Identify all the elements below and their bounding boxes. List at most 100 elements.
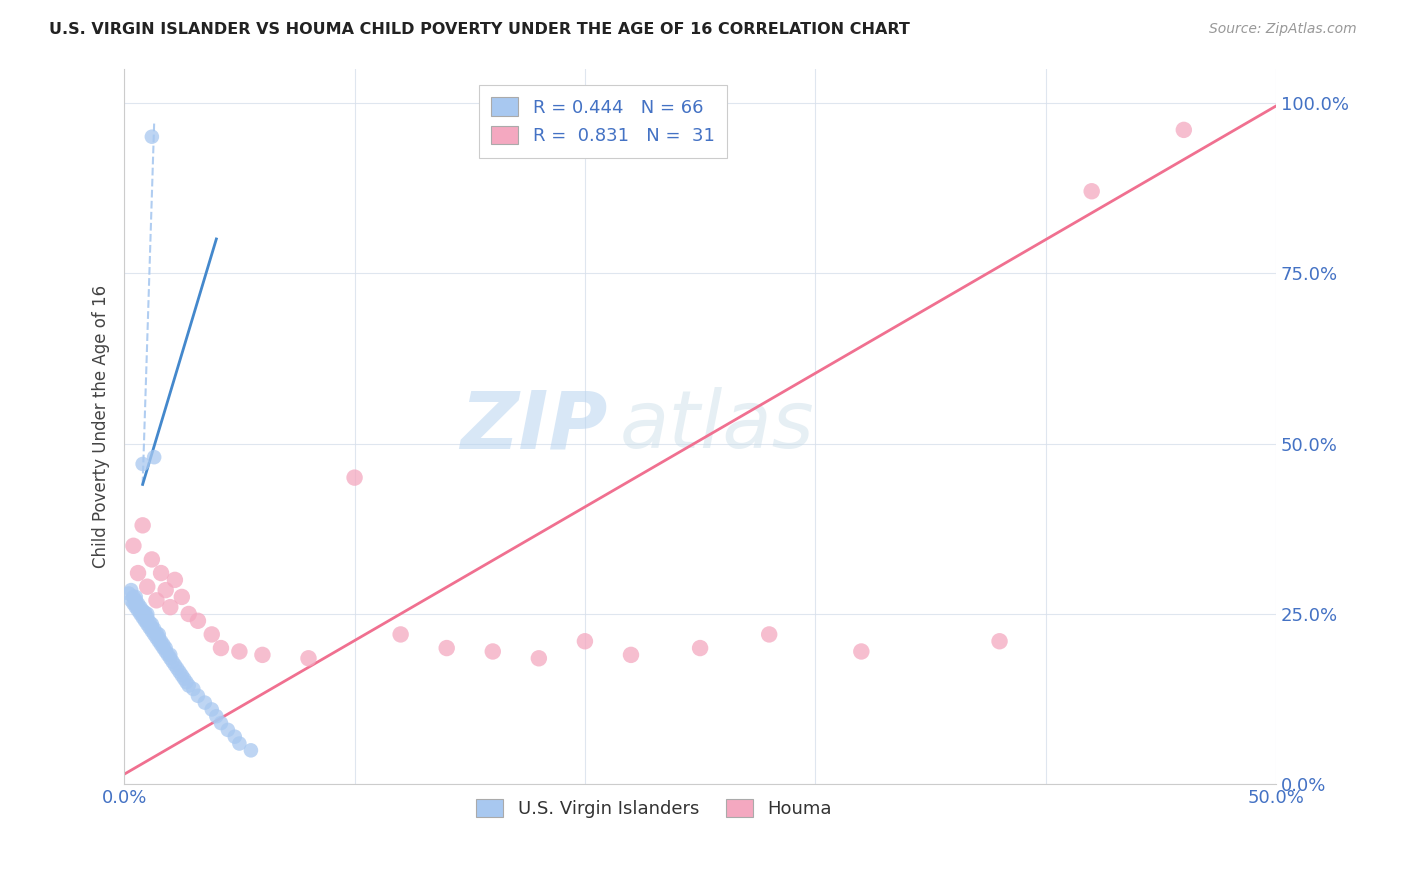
- Point: [205, 709, 228, 723]
- Point: [173, 672, 195, 686]
- Point: [120, 593, 142, 607]
- Text: ZIP: ZIP: [461, 387, 607, 466]
- Point: [217, 723, 239, 737]
- Y-axis label: Child Poverty Under the Age of 16: Child Poverty Under the Age of 16: [93, 285, 110, 568]
- Point: [136, 580, 159, 594]
- Point: [148, 631, 170, 645]
- Point: [177, 679, 200, 693]
- Point: [169, 665, 191, 679]
- Point: [141, 617, 163, 632]
- Point: [150, 634, 173, 648]
- Point: [141, 621, 163, 635]
- Point: [187, 614, 209, 628]
- Point: [131, 518, 153, 533]
- Point: [389, 627, 412, 641]
- Point: [145, 631, 167, 645]
- Point: [620, 648, 643, 662]
- Point: [187, 689, 209, 703]
- Point: [127, 597, 149, 611]
- Point: [136, 614, 159, 628]
- Point: [145, 626, 167, 640]
- Point: [209, 716, 232, 731]
- Text: atlas: atlas: [620, 387, 814, 466]
- Point: [163, 658, 186, 673]
- Point: [143, 450, 166, 465]
- Point: [136, 607, 159, 621]
- Point: [228, 737, 250, 751]
- Point: [574, 634, 596, 648]
- Point: [150, 638, 173, 652]
- Point: [122, 590, 145, 604]
- Point: [131, 610, 153, 624]
- Point: [127, 566, 149, 580]
- Point: [138, 615, 160, 629]
- Point: [134, 606, 156, 620]
- Point: [1173, 123, 1195, 137]
- Point: [143, 622, 166, 636]
- Point: [155, 644, 177, 658]
- Point: [758, 627, 780, 641]
- Point: [224, 730, 246, 744]
- Text: Source: ZipAtlas.com: Source: ZipAtlas.com: [1209, 22, 1357, 37]
- Point: [159, 651, 181, 665]
- Point: [527, 651, 550, 665]
- Point: [1080, 184, 1102, 198]
- Point: [150, 566, 173, 580]
- Point: [141, 129, 163, 144]
- Point: [143, 627, 166, 641]
- Point: [170, 668, 193, 682]
- Point: [129, 607, 152, 621]
- Text: U.S. VIRGIN ISLANDER VS HOUMA CHILD POVERTY UNDER THE AGE OF 16 CORRELATION CHAR: U.S. VIRGIN ISLANDER VS HOUMA CHILD POVE…: [49, 22, 910, 37]
- Point: [166, 661, 188, 675]
- Point: [689, 641, 711, 656]
- Point: [194, 696, 217, 710]
- Point: [152, 641, 174, 656]
- Point: [141, 624, 163, 638]
- Point: [129, 603, 152, 617]
- Point: [127, 603, 149, 617]
- Point: [122, 597, 145, 611]
- Point: [152, 638, 174, 652]
- Point: [201, 627, 224, 641]
- Point: [136, 610, 159, 624]
- Point: [134, 614, 156, 628]
- Point: [181, 681, 204, 696]
- Point: [127, 600, 149, 615]
- Point: [129, 600, 152, 615]
- Point: [343, 470, 366, 484]
- Point: [122, 539, 145, 553]
- Point: [125, 593, 148, 607]
- Point: [436, 641, 458, 656]
- Point: [155, 583, 177, 598]
- Point: [131, 457, 153, 471]
- Point: [155, 641, 177, 656]
- Point: [252, 648, 274, 662]
- Point: [159, 600, 181, 615]
- Point: [177, 607, 200, 621]
- Point: [141, 552, 163, 566]
- Point: [201, 702, 224, 716]
- Point: [131, 603, 153, 617]
- Point: [163, 573, 186, 587]
- Point: [148, 634, 170, 648]
- Point: [120, 583, 142, 598]
- Point: [988, 634, 1011, 648]
- Point: [134, 608, 156, 623]
- Point: [125, 600, 148, 615]
- Legend: U.S. Virgin Islanders, Houma: U.S. Virgin Islanders, Houma: [468, 792, 839, 825]
- Point: [481, 644, 503, 658]
- Point: [297, 651, 319, 665]
- Point: [156, 648, 179, 662]
- Point: [148, 627, 170, 641]
- Point: [125, 590, 148, 604]
- Point: [159, 648, 181, 662]
- Point: [239, 743, 262, 757]
- Point: [145, 593, 167, 607]
- Point: [131, 607, 153, 621]
- Point: [228, 644, 250, 658]
- Point: [136, 617, 159, 632]
- Point: [118, 586, 141, 600]
- Point: [170, 590, 193, 604]
- Point: [176, 675, 198, 690]
- Point: [125, 597, 148, 611]
